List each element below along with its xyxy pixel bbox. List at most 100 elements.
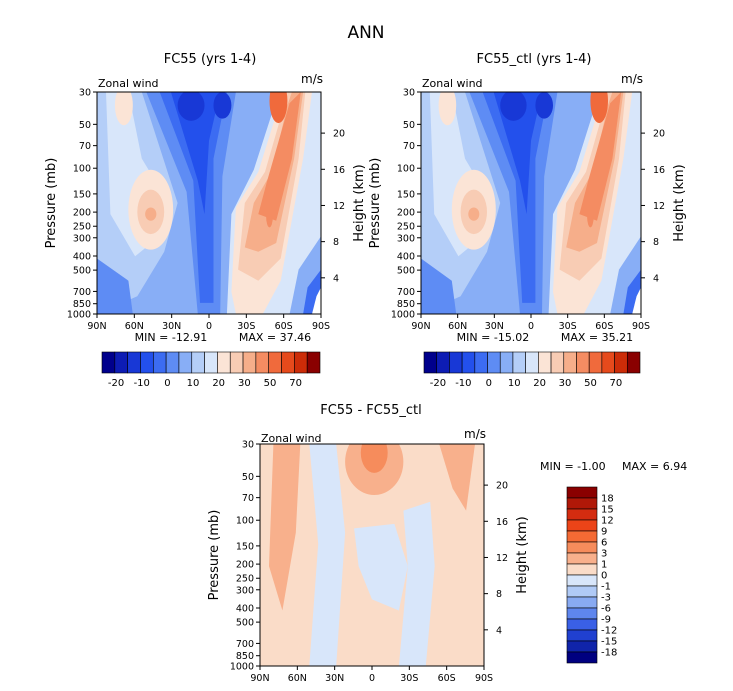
contour-level — [312, 287, 321, 314]
colorbar-swatch — [229, 351, 244, 374]
y-tick-label: 200 — [73, 208, 91, 219]
colorbar-label: 30 — [238, 378, 251, 389]
colorbar-label: 70 — [289, 378, 302, 389]
colorbar-label: 3 — [601, 549, 607, 560]
y2-tick-label: 20 — [653, 129, 665, 140]
y2-tick-label: 4 — [653, 273, 659, 284]
colorbar-swatch — [550, 351, 565, 374]
y-tick-label: 70 — [403, 141, 415, 152]
colorbar-swatch — [566, 519, 598, 532]
colorbar-swatch — [268, 351, 282, 374]
field-label: Zonal wind — [98, 77, 159, 90]
colorbar-swatch — [512, 351, 526, 374]
colorbar-swatch — [140, 351, 154, 374]
x-tick-label: 90S — [475, 673, 493, 684]
contour-level — [587, 205, 594, 228]
x-tick-label: 90N — [87, 321, 106, 332]
x-tick-label: 30S — [559, 321, 577, 332]
colorbar-label: 12 — [601, 516, 614, 527]
colorbar-label: 9 — [601, 527, 607, 538]
y-tick-label: 300 — [236, 585, 254, 596]
y2-axis-label: Height (km) — [672, 164, 687, 241]
y2-tick-label: 20 — [333, 129, 345, 140]
colorbar-swatch — [294, 351, 308, 374]
contour-level — [309, 444, 346, 666]
colorbar-swatch — [306, 351, 321, 374]
colorbar-swatch — [255, 351, 270, 374]
y2-tick-label: 20 — [496, 481, 508, 492]
colorbar-swatch — [127, 351, 141, 374]
panel-title: FC55 - FC55_ctl — [320, 403, 422, 418]
y2-tick-label: 8 — [496, 589, 502, 600]
stat-max: MAX = 35.21 — [561, 331, 633, 344]
x-tick-label: 60N — [288, 673, 307, 684]
colorbar-swatch — [588, 351, 603, 374]
colorbar-swatch — [436, 351, 450, 374]
colorbar-swatch — [566, 574, 598, 587]
y-tick-label: 200 — [236, 560, 254, 571]
y-tick-label: 50 — [79, 120, 91, 131]
colorbar-swatch — [499, 351, 514, 374]
colorbar-label: 70 — [609, 378, 622, 389]
contour-level — [170, 92, 221, 215]
x-tick-label: 0 — [206, 321, 212, 332]
colorbar-label: 10 — [508, 378, 521, 389]
y2-tick-label: 8 — [653, 237, 659, 248]
colorbar-swatch — [566, 552, 598, 565]
colorbar-swatch — [566, 596, 598, 609]
colorbar-swatch — [576, 351, 590, 374]
contour-level — [482, 92, 549, 303]
colorbar-swatch — [566, 563, 598, 576]
y2-tick-label: 12 — [333, 201, 345, 212]
colorbar-swatch — [525, 351, 539, 374]
colorbar-label: 20 — [533, 378, 546, 389]
y-tick-label: 700 — [73, 287, 91, 298]
colorbar-swatch — [566, 541, 598, 554]
y2-axis-label: Height (km) — [352, 164, 367, 241]
colorbar-label: 0 — [601, 571, 607, 582]
stat-max: MAX = 6.94 — [622, 460, 687, 473]
y-tick-label: 70 — [79, 141, 91, 152]
y-tick-label: 30 — [403, 88, 415, 99]
y-tick-label: 100 — [236, 516, 254, 527]
y-tick-label: 500 — [397, 266, 415, 277]
contour-level — [493, 92, 542, 215]
y-tick-label: 250 — [397, 222, 415, 233]
colorbar-swatch — [423, 351, 438, 374]
colorbar-swatch — [461, 351, 476, 374]
colorbar-swatch — [152, 351, 167, 374]
colorbar-swatch — [217, 351, 231, 374]
contour-level — [266, 205, 273, 228]
y2-tick-label: 16 — [496, 517, 508, 528]
y2-tick-label: 12 — [496, 553, 508, 564]
contour-fill — [97, 92, 321, 314]
colorbar-label: -6 — [601, 604, 611, 615]
contour-level — [360, 444, 388, 473]
x-tick-label: 60N — [448, 321, 467, 332]
contour-level — [258, 92, 301, 221]
contour-level — [579, 92, 622, 221]
colorbar-swatch — [566, 629, 598, 642]
colorbar-swatch — [614, 351, 628, 374]
colorbar-label: 0 — [486, 378, 492, 389]
y-tick-label: 850 — [397, 299, 415, 310]
colorbar-swatch — [101, 351, 116, 374]
colorbar-label: -15 — [601, 637, 617, 648]
contour-fill — [260, 444, 484, 666]
colorbar-swatch — [538, 351, 552, 374]
contour-level — [398, 501, 435, 666]
colorbar-swatch — [191, 351, 205, 374]
contour-level — [177, 92, 205, 121]
colorbar-label: -9 — [601, 615, 611, 626]
y-axis-label: Pressure (mb) — [44, 158, 59, 249]
colorbar-swatch — [178, 351, 193, 374]
y2-tick-label: 4 — [496, 625, 502, 636]
y-tick-label: 250 — [236, 574, 254, 585]
contour-level — [159, 92, 227, 303]
colorbar-swatch — [114, 351, 128, 374]
contour-level — [535, 92, 553, 119]
units-label: m/s — [301, 72, 323, 86]
colorbar-label: 1 — [601, 560, 607, 571]
colorbar-label: 50 — [264, 378, 277, 389]
